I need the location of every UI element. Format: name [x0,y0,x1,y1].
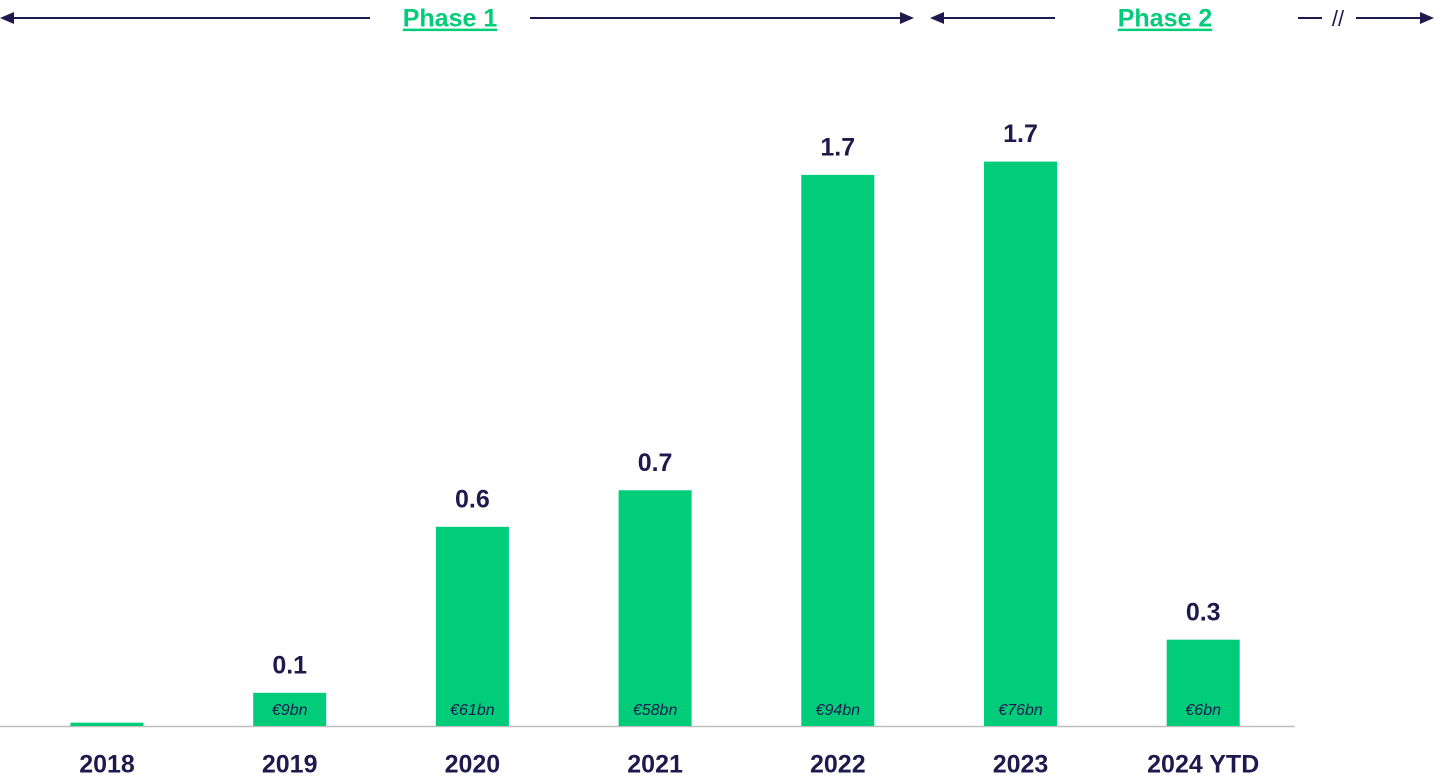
bar [618,490,692,726]
bar [70,722,144,726]
bar [1166,639,1240,726]
arrow-head [930,12,944,24]
bar [984,161,1057,727]
phase-label: Phase 1 [403,5,498,33]
bar-annotation: €94bn [816,702,861,719]
bar [253,692,327,726]
bar [801,174,875,726]
bar-annotation: €58bn [633,702,678,719]
arrow-head [1420,12,1434,24]
x-tick-label: 2023 [993,751,1049,779]
phase-break: // [1332,6,1345,31]
bar-annotation: €6bn [1185,702,1221,719]
value-label: 0.1 [272,651,307,679]
bar-annotation: €76bn [998,702,1043,719]
bar-annotation: €61bn [450,702,495,719]
arrow-head [0,12,14,24]
x-tick-label: 2021 [627,751,683,779]
arrow-head [900,12,914,24]
value-label: 1.7 [820,133,855,161]
x-tick-label: 2019 [262,751,318,779]
value-label: 0.6 [455,485,490,513]
value-label: 1.7 [1003,120,1038,148]
bar-annotation: €9bn [272,702,308,719]
value-label: 0.3 [1186,598,1221,626]
x-tick-label: 2018 [79,751,135,779]
x-tick-label: 2020 [445,751,501,779]
phase-label: Phase 2 [1118,5,1213,33]
value-label: 0.7 [638,449,673,477]
x-tick-label: 2024 YTD [1147,751,1259,779]
x-tick-label: 2022 [810,751,866,779]
bar [435,526,509,726]
